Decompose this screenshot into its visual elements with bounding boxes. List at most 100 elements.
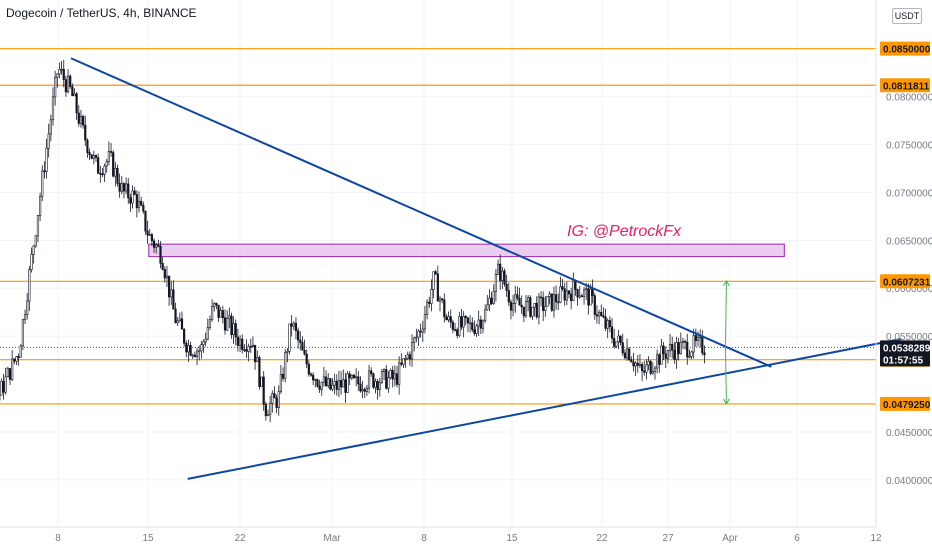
- candle-body: [322, 376, 326, 383]
- candle-body: [198, 350, 201, 353]
- candle-body: [172, 289, 175, 310]
- candle-body: [668, 343, 672, 352]
- candle-body: [318, 385, 321, 390]
- candle-body: [634, 362, 637, 367]
- candle-body: [471, 322, 474, 331]
- candle-body: [425, 301, 429, 315]
- resistance-zone: [148, 243, 785, 258]
- level-badge-label: 0.0479250: [883, 400, 931, 411]
- level-badge: [880, 41, 930, 56]
- candle-body: [230, 315, 233, 335]
- candle-body: [312, 374, 315, 381]
- candle-body: [393, 373, 396, 380]
- candle-body: [387, 377, 390, 389]
- candle-body: [116, 167, 119, 184]
- candle-body: [129, 197, 132, 204]
- candle-body: [462, 315, 465, 328]
- projection-arrow-head: [725, 280, 730, 287]
- candle-body: [413, 337, 416, 343]
- x-tick-label: 8: [55, 533, 61, 544]
- candle-body: [161, 263, 164, 270]
- candle-body: [606, 320, 609, 329]
- candle-body: [34, 235, 37, 247]
- candle-body: [619, 335, 622, 343]
- candle-body: [275, 397, 278, 408]
- candle-body: [19, 345, 22, 358]
- candle-body: [359, 383, 362, 392]
- candle-body: [602, 315, 605, 318]
- candle-body: [247, 345, 250, 352]
- candle-body: [47, 133, 50, 149]
- candle-body: [561, 286, 564, 290]
- candle-body: [570, 293, 573, 301]
- candle-body: [99, 173, 102, 175]
- projection-arrow: [724, 347, 727, 405]
- candle-body: [241, 338, 244, 350]
- price-badges: 0.08500000.08118110.06072310.05254250.04…: [880, 41, 931, 411]
- candle-body: [554, 294, 558, 303]
- candle-body: [101, 173, 104, 176]
- candle-body: [75, 93, 78, 114]
- candle-body: [643, 370, 646, 373]
- candle-body: [559, 286, 562, 303]
- candle-body: [597, 312, 601, 317]
- candle-body: [557, 301, 560, 304]
- candle-body: [449, 316, 452, 323]
- candle-body: [445, 316, 448, 321]
- candle-body: [148, 234, 151, 236]
- candle-body: [77, 112, 80, 124]
- candle-body: [651, 371, 654, 374]
- candle-body: [703, 352, 706, 356]
- candle-body: [567, 290, 571, 295]
- candle-body: [565, 290, 568, 301]
- candle-body: [486, 304, 489, 311]
- candle-body: [217, 304, 220, 318]
- candle-body: [125, 183, 128, 192]
- candle-body: [531, 306, 534, 317]
- candle-body: [464, 315, 467, 319]
- candle-body: [213, 302, 216, 307]
- candle-body: [481, 320, 485, 329]
- candle-body: [178, 318, 181, 322]
- time-axis[interactable]: 8 15 22 Mar 8 15 22 27 Apr 6 12: [55, 533, 882, 544]
- candle-body: [200, 344, 203, 352]
- candle-body: [370, 370, 373, 375]
- countdown-label: 01:57:55: [883, 355, 923, 366]
- currency-button[interactable]: USDT: [892, 8, 922, 24]
- candle-body: [335, 380, 338, 390]
- candle-body: [488, 297, 491, 306]
- candle-body: [505, 283, 508, 291]
- candle-body: [522, 306, 525, 317]
- ascending-trendline: [187, 338, 902, 480]
- candle-body: [208, 319, 212, 328]
- candle-body: [419, 330, 422, 333]
- candle-body: [460, 316, 463, 328]
- price-axis[interactable]: 0.0800000 0.0750000 0.0700000 0.0650000 0.06…: [886, 93, 932, 487]
- candle-body: [428, 301, 431, 304]
- candle-body: [372, 373, 375, 388]
- level-badge: [880, 396, 930, 411]
- candle-body: [632, 361, 635, 367]
- candle-body: [623, 352, 626, 359]
- candle-body: [226, 318, 229, 331]
- candle-body: [60, 68, 63, 71]
- candle-body: [174, 308, 177, 324]
- candle-body: [443, 299, 446, 318]
- candle-body: [64, 79, 67, 93]
- candle-body: [69, 75, 72, 87]
- candle-body: [529, 297, 532, 317]
- candle-body: [58, 69, 61, 75]
- candle-body: [671, 343, 674, 351]
- candle-body: [142, 204, 145, 212]
- candle-body: [183, 328, 186, 344]
- candle-body: [292, 322, 295, 327]
- candle-body: [146, 230, 149, 236]
- candle-body: [118, 182, 121, 192]
- candle-body: [2, 381, 5, 393]
- candle-body: [415, 336, 418, 339]
- candle-body: [236, 336, 240, 346]
- candle-body: [542, 297, 545, 311]
- candle-body: [520, 304, 523, 308]
- candle-body: [303, 349, 306, 355]
